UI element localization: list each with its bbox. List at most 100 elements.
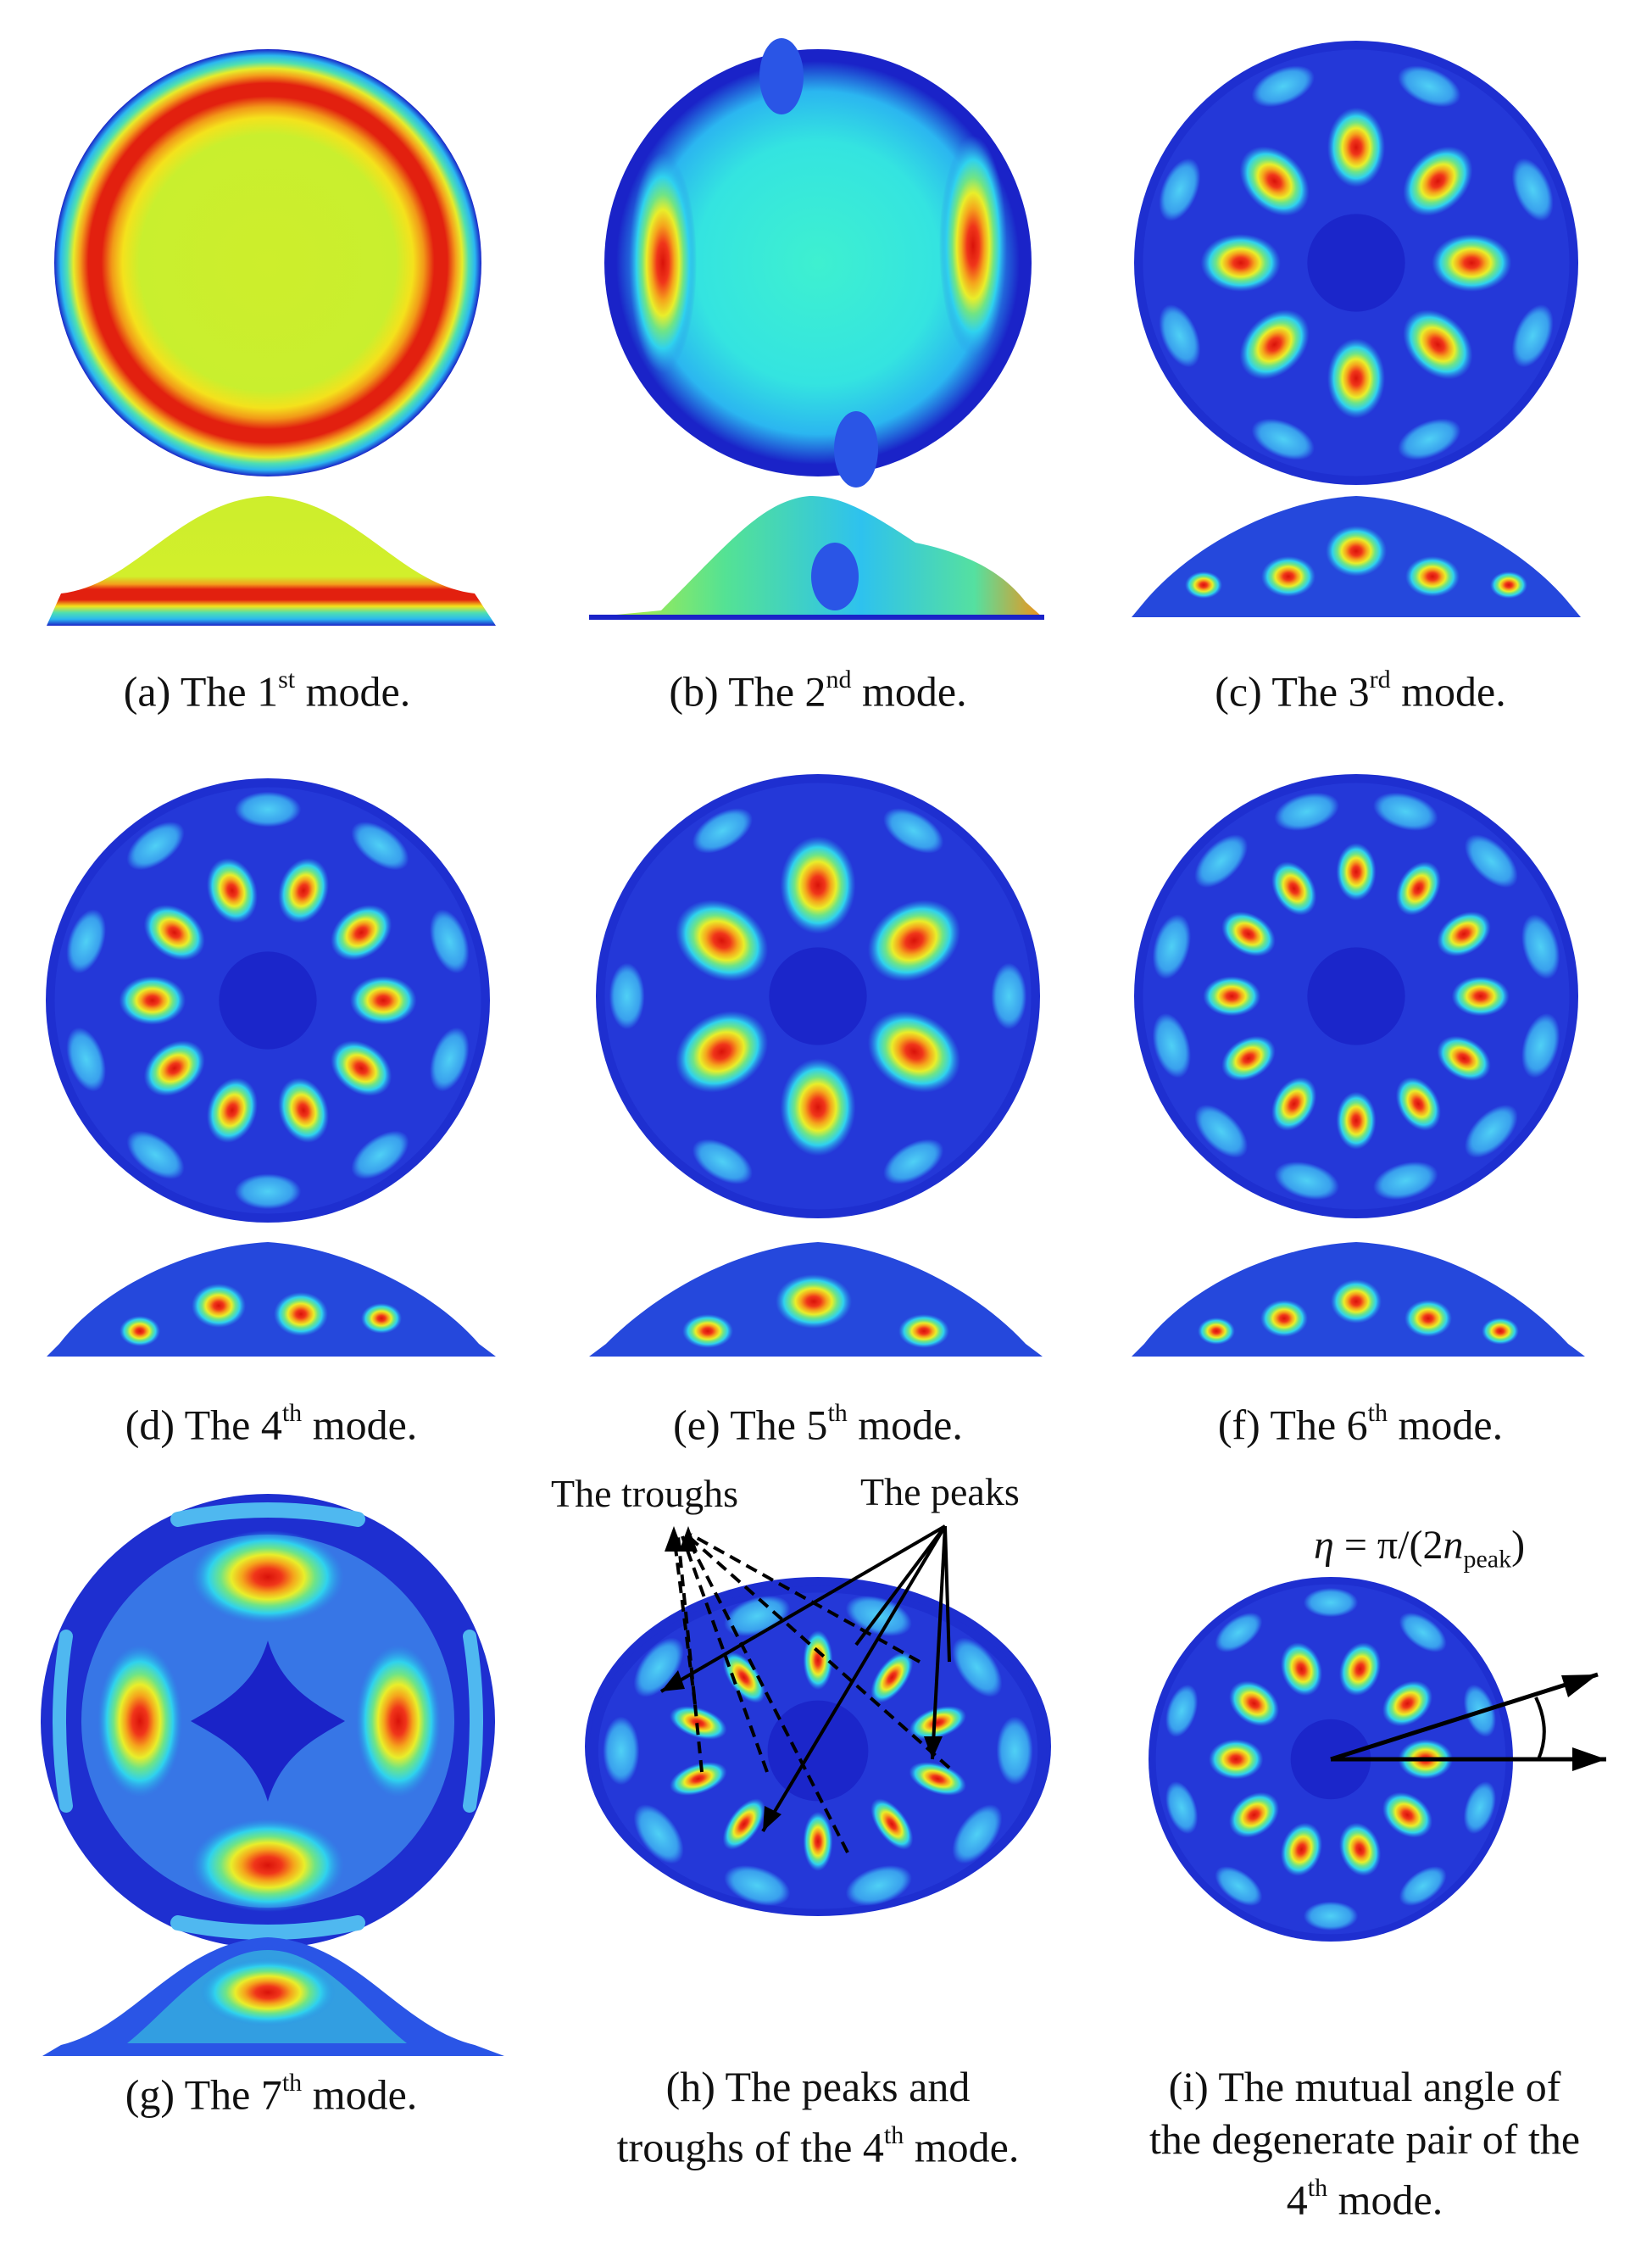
mode-peak — [1437, 1035, 1491, 1081]
angle-indicator — [1330, 1672, 1606, 1771]
outer-lobe — [1251, 65, 1315, 108]
mode-peak — [669, 1762, 727, 1796]
outer-lobe — [1303, 1901, 1359, 1931]
outer-lobe — [126, 1130, 185, 1179]
mode-peak — [1280, 1822, 1323, 1876]
mode-peak — [119, 976, 186, 1025]
outer-lobe — [429, 909, 470, 974]
outer-lobe — [1194, 1104, 1249, 1158]
mode-peak — [331, 905, 392, 961]
outer-lobe — [633, 1804, 684, 1864]
outer-lobe — [1215, 1866, 1263, 1907]
outer-lobe — [991, 962, 1027, 1030]
mode-peak — [1221, 1035, 1276, 1081]
outer-lobe — [126, 822, 185, 871]
mode-peak — [675, 1011, 769, 1093]
mode-peak — [669, 1706, 727, 1740]
mode-peak — [722, 1798, 765, 1850]
outer-lobe — [429, 1027, 470, 1092]
mode-peak — [206, 858, 258, 923]
outer-lobe — [692, 808, 753, 854]
mode-peak — [1451, 976, 1510, 1017]
mode-5-side-view — [589, 1242, 1043, 1357]
mode-peak — [870, 1652, 914, 1703]
mode-peak — [1200, 233, 1281, 293]
outer-lobe — [1372, 792, 1438, 832]
mode-peak — [909, 1762, 967, 1796]
mode-2-top-view — [604, 38, 1032, 488]
caption-f: (f) The 6th mode. — [1217, 1399, 1504, 1449]
caption-d: (d) The 4th mode. — [125, 1399, 418, 1449]
outer-lobe — [1372, 1161, 1438, 1201]
mode-5-top-view — [596, 774, 1040, 1218]
mode-4-oblique-view — [585, 1577, 1051, 1916]
outer-lobe — [1215, 1612, 1263, 1652]
mode-peak — [1338, 1642, 1382, 1697]
mode-peak — [1203, 976, 1261, 1017]
mode-2-side-view — [589, 496, 1044, 620]
outer-lobe — [952, 1804, 1003, 1864]
outer-lobe — [1464, 1104, 1518, 1158]
outer-lobe — [1399, 1612, 1447, 1652]
outer-lobe — [603, 1716, 640, 1786]
outer-lobe — [66, 1027, 107, 1092]
mode-peak — [1382, 1791, 1433, 1838]
mode-4-side-view — [47, 1242, 496, 1357]
outer-lobe — [351, 822, 409, 871]
mode-peak — [1395, 861, 1441, 916]
mode-peak — [1336, 843, 1377, 901]
outer-lobe — [883, 1139, 944, 1184]
mode-peak — [675, 900, 769, 982]
mode-peak — [1327, 107, 1386, 187]
outer-lobe — [1165, 1781, 1199, 1835]
caption-b: (b) The 2nd mode. — [669, 666, 967, 716]
outer-lobe — [996, 1716, 1033, 1786]
outer-lobe — [1165, 1684, 1199, 1737]
caption-c: (c) The 3rd mode. — [1215, 666, 1506, 716]
angle-formula: η = π/(2npeak) — [1314, 1523, 1526, 1574]
outer-lobe — [1194, 834, 1249, 889]
outer-lobe — [1251, 418, 1315, 460]
mode-peak — [143, 905, 205, 961]
outer-lobe — [609, 962, 645, 1030]
outer-lobe — [1521, 914, 1560, 980]
caption-i: (i) The mutual angle of the degenerate p… — [1149, 2063, 1581, 2224]
mode-peak — [1338, 1822, 1382, 1876]
mode-peak — [867, 1011, 961, 1093]
outer-lobe — [1274, 792, 1340, 832]
mode-peak — [909, 1706, 967, 1740]
peak-trough-arrows — [659, 1524, 951, 1853]
outer-lobe — [1521, 1012, 1560, 1078]
mode-peak — [349, 976, 417, 1025]
outer-lobe — [1464, 834, 1518, 889]
mode-peak — [1403, 146, 1473, 216]
caption-g: (g) The 7th mode. — [125, 2069, 418, 2119]
mode-peak — [803, 1811, 833, 1872]
outer-lobe — [234, 791, 302, 827]
outer-lobe — [1511, 158, 1554, 221]
mode-peak — [1239, 309, 1310, 380]
mode-peak — [1208, 1739, 1264, 1780]
mode-peak — [1228, 1680, 1280, 1727]
outer-lobe — [633, 1637, 684, 1697]
mode-peak — [803, 1630, 833, 1691]
outer-lobe — [351, 1130, 409, 1179]
caption-a: (a) The 1st mode. — [123, 666, 411, 716]
mode-peak — [1228, 1791, 1280, 1838]
mode-3-side-view — [1132, 496, 1581, 617]
mode-peak — [780, 836, 856, 934]
outer-lobe — [1274, 1161, 1340, 1201]
outer-lobe — [1159, 158, 1201, 221]
mode-1-top-view — [54, 49, 481, 476]
outer-lobe — [1463, 1781, 1497, 1835]
outer-lobe — [1159, 304, 1201, 368]
outer-lobe — [845, 1864, 912, 1907]
outer-lobe — [1152, 914, 1192, 980]
mode-peak — [722, 1652, 765, 1703]
mode-peak — [1271, 861, 1317, 916]
mode-1-side-view — [47, 496, 496, 626]
mode-peak — [278, 858, 330, 923]
mode-peak — [870, 1798, 914, 1850]
mode-peak — [780, 1058, 856, 1156]
mode-peak — [1382, 1680, 1433, 1727]
